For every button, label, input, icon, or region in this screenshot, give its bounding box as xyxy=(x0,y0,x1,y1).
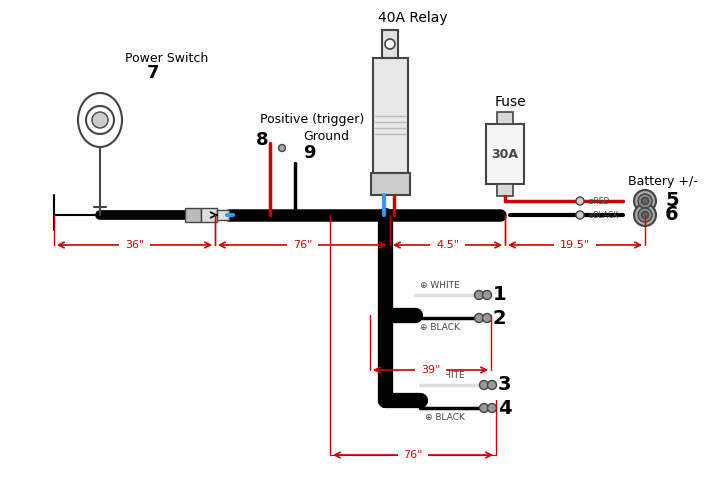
Bar xyxy=(382,30,398,58)
Circle shape xyxy=(576,211,584,219)
Text: ⊕ BLACK: ⊕ BLACK xyxy=(425,414,465,423)
Circle shape xyxy=(92,112,108,128)
Text: 1: 1 xyxy=(493,285,507,305)
Circle shape xyxy=(474,290,484,300)
Bar xyxy=(373,58,408,173)
Bar xyxy=(217,210,229,220)
Text: 7: 7 xyxy=(147,64,160,82)
Text: 76": 76" xyxy=(293,240,312,250)
Text: ⊕ BLACK: ⊕ BLACK xyxy=(420,323,460,332)
Text: Positive (trigger): Positive (trigger) xyxy=(260,113,364,127)
Text: 5: 5 xyxy=(665,191,679,211)
Circle shape xyxy=(474,314,484,322)
Bar xyxy=(371,173,410,195)
Text: Battery +/-: Battery +/- xyxy=(628,175,698,187)
Text: 30A: 30A xyxy=(492,147,518,161)
Circle shape xyxy=(638,194,652,208)
Circle shape xyxy=(279,144,286,151)
Bar xyxy=(201,208,217,222)
Ellipse shape xyxy=(78,93,122,147)
Text: 4.5": 4.5" xyxy=(436,240,459,250)
Circle shape xyxy=(634,204,656,226)
Bar xyxy=(185,208,201,222)
Circle shape xyxy=(480,403,488,413)
Circle shape xyxy=(86,106,114,134)
Circle shape xyxy=(482,314,492,322)
Bar xyxy=(497,184,513,196)
Text: Ground: Ground xyxy=(303,131,349,143)
Circle shape xyxy=(487,403,497,413)
Circle shape xyxy=(482,290,492,300)
Text: 76": 76" xyxy=(403,450,423,460)
Text: 9: 9 xyxy=(303,144,315,162)
Text: ⊕ WHITE: ⊕ WHITE xyxy=(425,371,464,380)
Bar xyxy=(497,112,513,124)
Circle shape xyxy=(480,381,488,389)
Circle shape xyxy=(638,208,652,222)
Text: 39": 39" xyxy=(420,365,440,375)
Circle shape xyxy=(385,39,395,49)
Text: ⊕RED: ⊕RED xyxy=(587,197,609,206)
Text: 2: 2 xyxy=(493,309,507,327)
Text: 3: 3 xyxy=(498,376,511,394)
Text: 36": 36" xyxy=(125,240,144,250)
Text: ⊕BLACK: ⊕BLACK xyxy=(587,211,618,220)
Text: 8: 8 xyxy=(256,131,269,149)
Circle shape xyxy=(487,381,497,389)
Text: ⊕ WHITE: ⊕ WHITE xyxy=(420,281,459,289)
Text: 6: 6 xyxy=(665,206,679,224)
Circle shape xyxy=(634,190,656,212)
Text: 19.5": 19.5" xyxy=(560,240,590,250)
Text: Power Switch: Power Switch xyxy=(125,51,208,65)
Bar xyxy=(486,124,524,184)
Text: 4: 4 xyxy=(498,398,512,418)
Text: 40A Relay: 40A Relay xyxy=(378,11,448,25)
Text: Fuse: Fuse xyxy=(495,95,526,109)
Circle shape xyxy=(642,198,649,205)
Circle shape xyxy=(576,197,584,205)
Circle shape xyxy=(642,211,649,218)
